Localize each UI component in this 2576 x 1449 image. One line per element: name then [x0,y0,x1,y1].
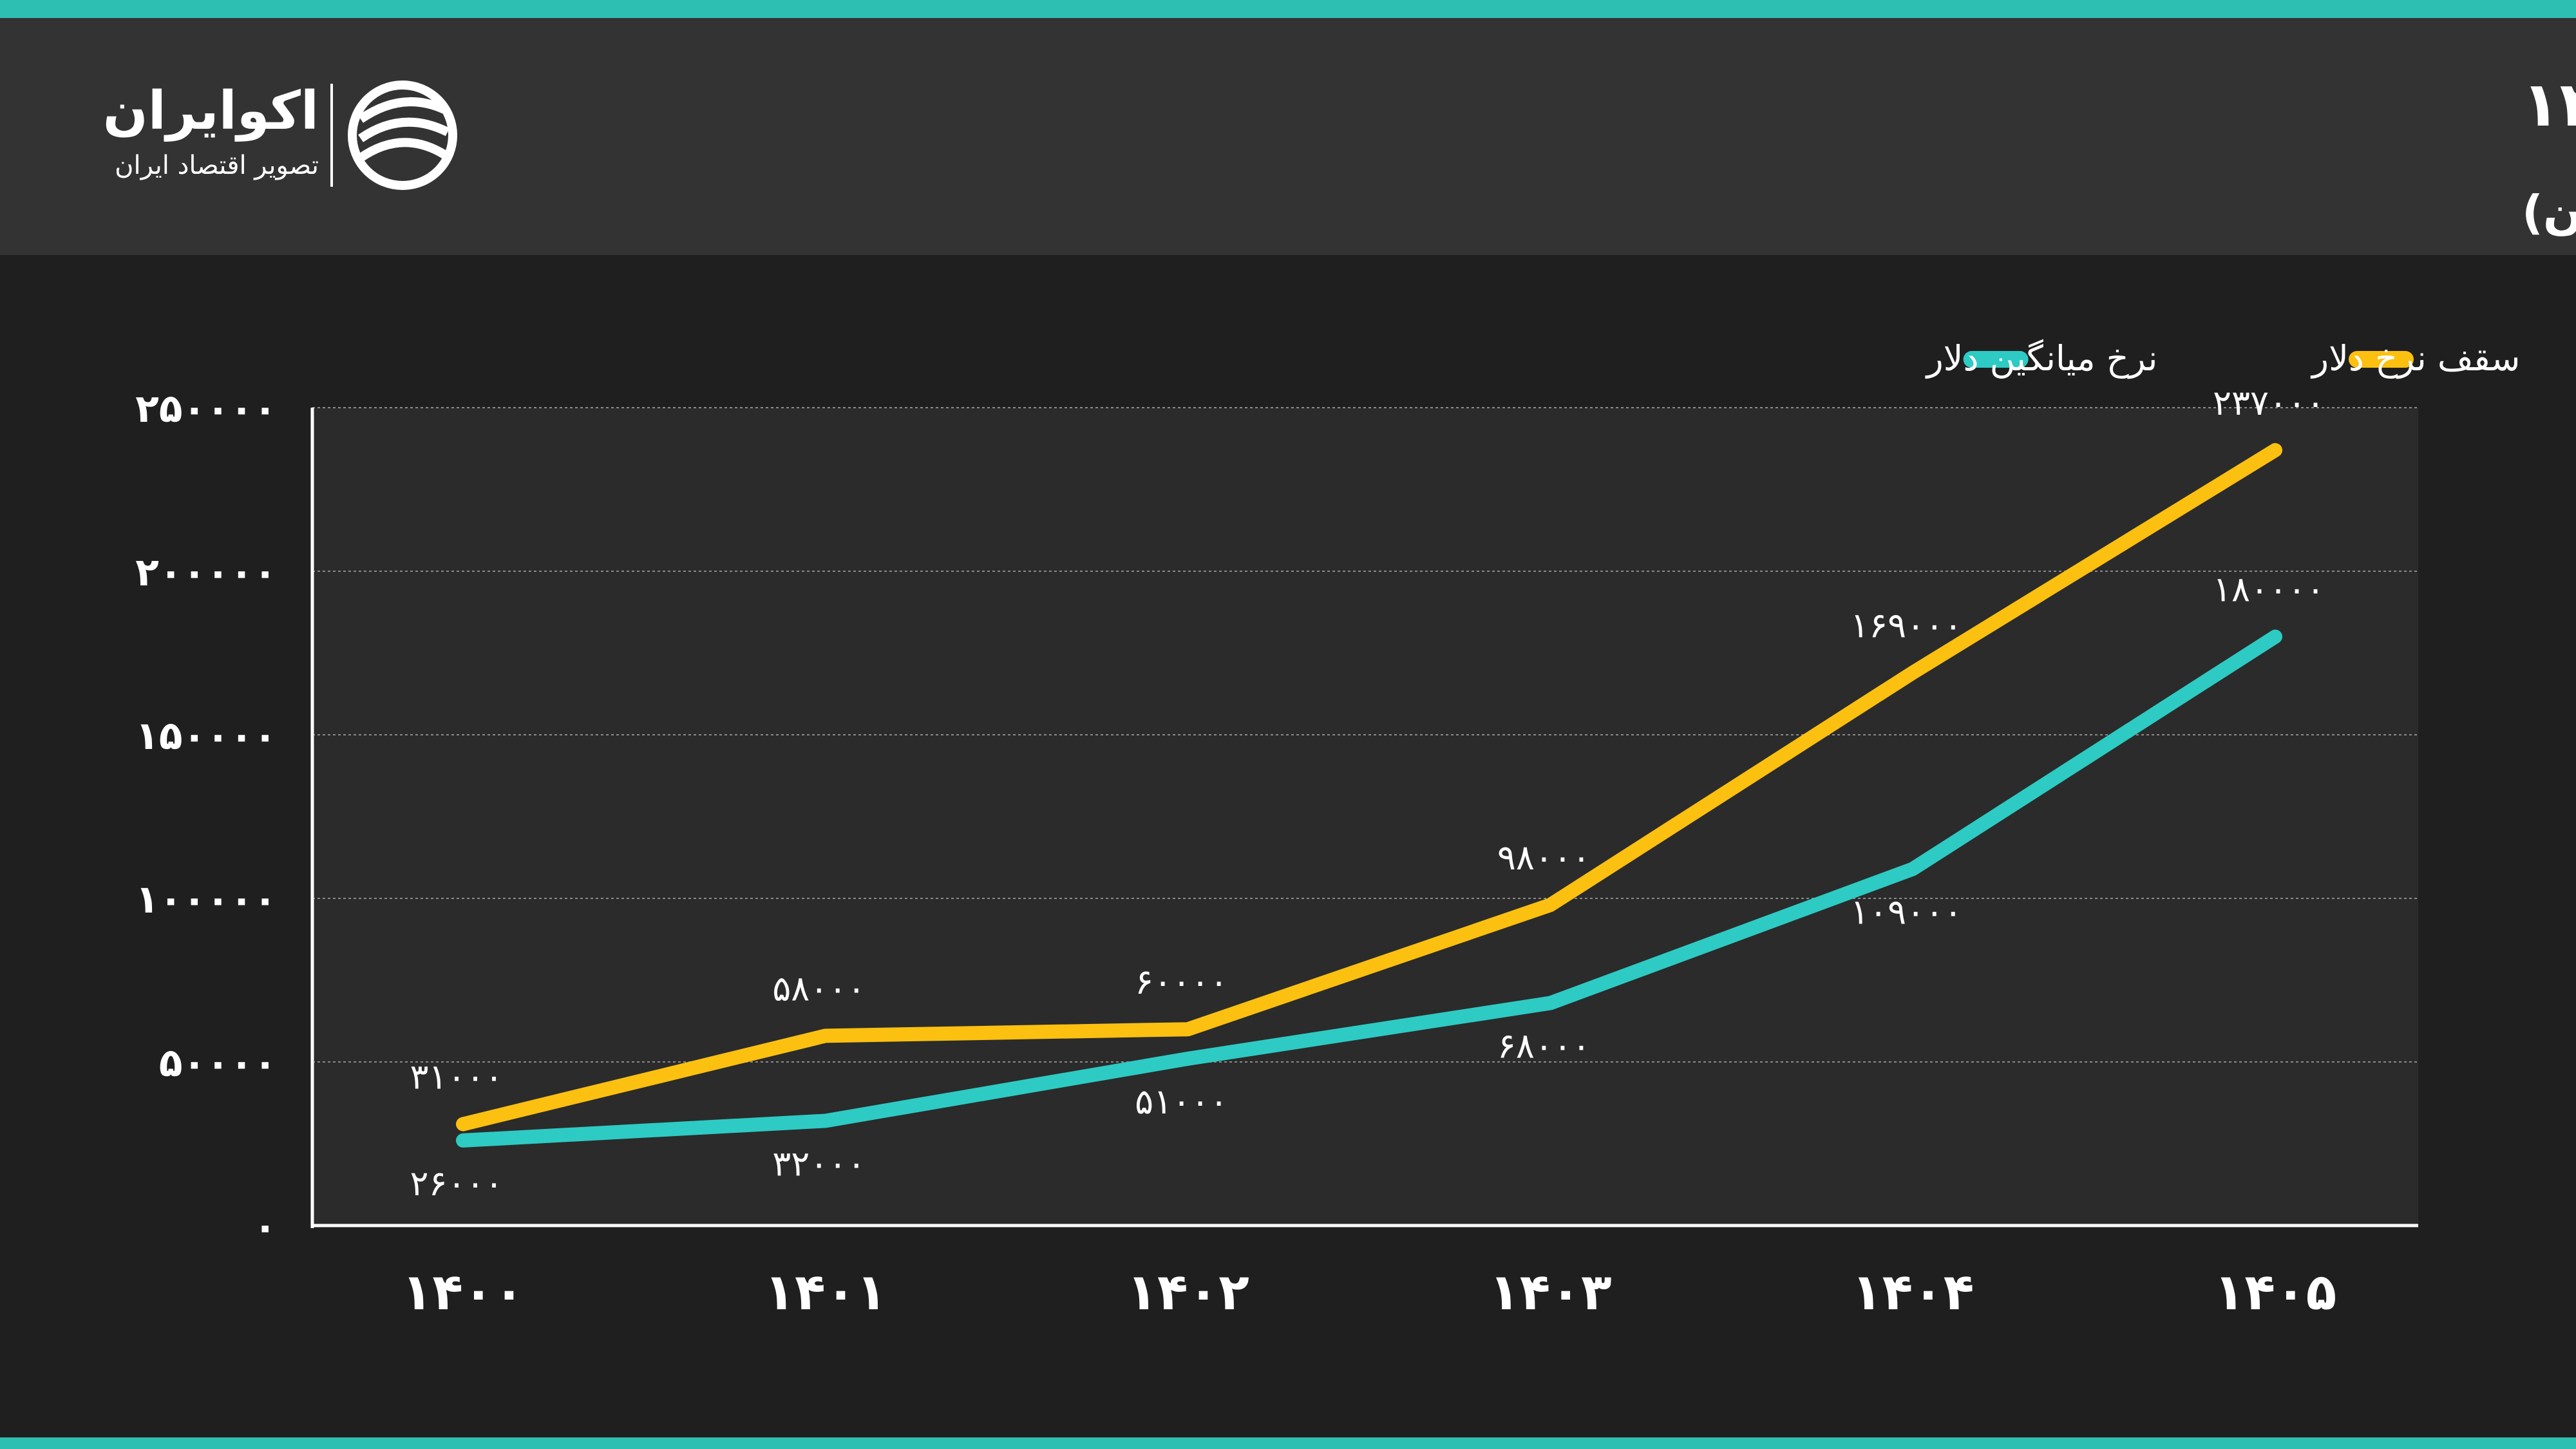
data-label: ۳۱۰۰۰ [410,1057,503,1097]
chart-subtitle: (تومان) [2522,185,2576,240]
y-tick-label: ۱۰۰۰۰۰ [135,877,277,922]
bottom-bar [0,1437,2576,1449]
data-label: ۲۳۷۰۰۰ [2213,383,2325,423]
data-label: ۱۶۹۰۰۰ [1850,605,1962,645]
header [0,17,2576,255]
x-tick-label: ۱۴۰۱ [764,1264,887,1321]
data-label: ۱۸۰۰۰۰ [2213,569,2325,610]
y-tick-label: ۰ [253,1204,277,1249]
y-tick-label: ۲۰۰۰۰۰ [135,550,277,595]
logo: اکوایران تصویر اقتصاد ایران [103,80,457,190]
y-tick-label: ۲۵۰۰۰۰ [135,386,277,431]
plot-area [312,408,2418,1226]
data-label: ۶۰۰۰۰ [1135,961,1228,1002]
chart-title: میانگین و سقف قیمت دلار از سال ۱۴۰۰ [2522,68,2576,141]
data-label: ۵۱۰۰۰ [1135,1081,1228,1122]
data-label: ۱۰۹۰۰۰ [1850,891,1962,932]
series-line [456,629,2282,1148]
x-tick-label: ۱۴۰۵ [2214,1264,2336,1321]
x-tick-label: ۱۴۰۳ [1489,1264,1611,1321]
data-label: ۶۸۰۰۰ [1497,1026,1591,1066]
x-tick-label: ۱۴۰۴ [1852,1264,1974,1321]
legend-label: سقف نرخ دلار [2310,338,2520,379]
logo-icon-stripes [358,97,450,162]
x-tick-label: ۱۴۰۲ [1126,1264,1249,1321]
logo-tagline: تصویر اقتصاد ایران [115,151,319,180]
logo-name: اکوایران [103,80,319,142]
x-tick-label: ۱۴۰۰ [402,1264,524,1321]
y-tick-label: ۱۵۰۰۰۰ [135,714,277,759]
y-tick-label: ۵۰۰۰۰ [159,1041,277,1086]
logo-icon [348,80,457,190]
data-label: ۳۲۰۰۰ [772,1143,866,1184]
legend-label: نرخ میانگین دلار [1925,338,2158,379]
data-label: ۹۸۰۰۰ [1497,837,1591,878]
top-bar [0,0,2576,18]
series-line [456,443,2282,1132]
data-label: ۵۸۰۰۰ [772,968,866,1009]
data-label: ۲۶۰۰۰ [410,1163,503,1204]
